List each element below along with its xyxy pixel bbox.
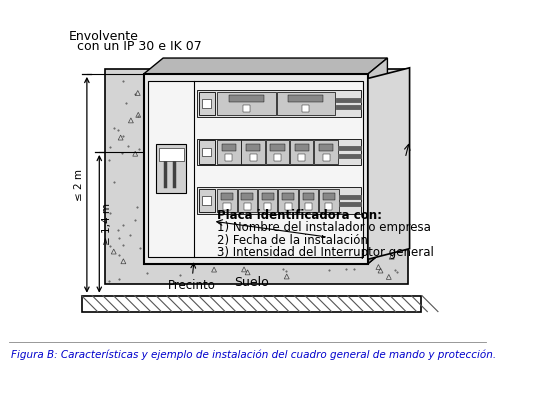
Bar — [299, 189, 318, 212]
Bar — [319, 144, 333, 151]
Bar — [229, 95, 264, 102]
Bar — [323, 193, 335, 200]
Bar — [104, 69, 408, 284]
Bar — [246, 144, 260, 151]
Text: Placa identificadora con:: Placa identificadora con: — [217, 209, 382, 222]
Text: Envolvente: Envolvente — [69, 30, 139, 43]
Bar — [302, 105, 309, 113]
Bar — [225, 154, 233, 161]
Bar — [271, 144, 285, 151]
Text: Suelo: Suelo — [234, 275, 269, 289]
Bar — [156, 144, 186, 193]
Text: con un IP 30 e IK 07: con un IP 30 e IK 07 — [69, 40, 202, 53]
Bar — [199, 140, 214, 164]
Polygon shape — [143, 58, 387, 74]
Bar — [221, 193, 233, 200]
Bar — [199, 189, 214, 212]
Bar — [217, 189, 237, 212]
Bar — [148, 81, 363, 257]
Bar — [262, 193, 273, 200]
Bar — [244, 203, 251, 210]
Polygon shape — [368, 68, 410, 259]
Bar — [288, 95, 324, 102]
Text: Figura B: Características y ejemplo de instalación del cuadro general de mando y: Figura B: Características y ejemplo de i… — [11, 350, 496, 360]
Bar — [298, 154, 305, 161]
Bar — [143, 74, 368, 264]
Bar — [217, 140, 240, 164]
Bar — [258, 189, 277, 212]
Bar — [197, 187, 361, 214]
Bar — [242, 193, 253, 200]
Bar — [222, 144, 236, 151]
Bar — [81, 296, 421, 312]
Bar — [325, 203, 333, 210]
Bar — [217, 92, 276, 115]
Bar — [274, 154, 281, 161]
Bar — [285, 203, 292, 210]
Bar — [202, 99, 211, 108]
Polygon shape — [143, 248, 387, 264]
Text: Precinto: Precinto — [167, 263, 215, 292]
Text: 2) Fecha de la instalación: 2) Fecha de la instalación — [217, 234, 368, 247]
Text: ≥ 1,4 m: ≥ 1,4 m — [102, 203, 112, 245]
Bar — [314, 140, 338, 164]
Text: ≤ 2 m: ≤ 2 m — [74, 169, 84, 201]
Bar — [223, 203, 230, 210]
Bar — [243, 105, 250, 113]
Bar — [197, 139, 361, 165]
Bar — [305, 203, 312, 210]
Bar — [264, 203, 271, 210]
Bar — [242, 140, 265, 164]
Text: 3) Intensidad del Interruptor general: 3) Intensidad del Interruptor general — [217, 246, 434, 259]
Text: 1) Nombre del instalador o empresa: 1) Nombre del instalador o empresa — [217, 221, 431, 234]
Bar — [158, 148, 184, 161]
Bar — [319, 189, 339, 212]
Bar — [202, 196, 211, 205]
Bar — [249, 154, 257, 161]
Bar — [282, 193, 294, 200]
Bar — [278, 189, 298, 212]
Bar — [197, 90, 361, 117]
Bar — [202, 148, 211, 156]
Bar — [295, 144, 309, 151]
Bar — [199, 92, 214, 115]
Bar — [277, 92, 335, 115]
Bar — [323, 154, 330, 161]
Bar — [302, 193, 314, 200]
Polygon shape — [368, 58, 387, 264]
Bar — [290, 140, 314, 164]
Bar — [266, 140, 289, 164]
Bar — [238, 189, 257, 212]
